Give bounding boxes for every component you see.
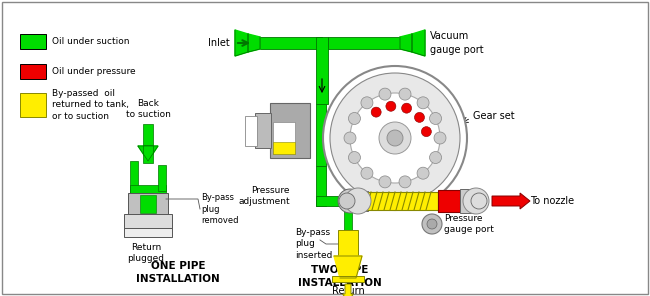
Text: ONE PIPE
INSTALLATION: ONE PIPE INSTALLATION — [136, 261, 220, 284]
Circle shape — [471, 193, 487, 209]
Circle shape — [427, 219, 437, 229]
Bar — [355, 196, 465, 206]
Circle shape — [348, 112, 361, 125]
FancyArrow shape — [343, 284, 354, 296]
Circle shape — [386, 101, 396, 111]
Bar — [355, 124, 365, 166]
Text: Oil under suction: Oil under suction — [52, 36, 129, 46]
Circle shape — [361, 97, 373, 109]
FancyArrow shape — [492, 193, 530, 209]
Bar — [130, 185, 166, 193]
Polygon shape — [412, 30, 425, 56]
Circle shape — [350, 93, 440, 183]
Text: Oil under pressure: Oil under pressure — [52, 67, 136, 75]
Bar — [316, 166, 326, 206]
Text: Gear set: Gear set — [473, 111, 515, 121]
Circle shape — [463, 188, 489, 214]
Text: By-pass
plug
removed: By-pass plug removed — [201, 193, 239, 225]
Bar — [124, 214, 172, 229]
Circle shape — [417, 167, 429, 179]
Circle shape — [379, 176, 391, 188]
Bar — [338, 230, 358, 256]
Circle shape — [387, 130, 403, 146]
Bar — [20, 34, 46, 49]
Circle shape — [402, 103, 411, 113]
Bar — [158, 165, 166, 191]
Bar — [143, 145, 153, 163]
Text: TWO PIPE
INSTALLATION: TWO PIPE INSTALLATION — [298, 265, 382, 288]
Polygon shape — [400, 34, 412, 52]
Text: Vacuum
gauge port: Vacuum gauge port — [430, 31, 484, 54]
Circle shape — [361, 167, 373, 179]
Polygon shape — [248, 34, 260, 52]
Circle shape — [430, 152, 441, 163]
Circle shape — [417, 97, 429, 109]
Circle shape — [399, 176, 411, 188]
Bar — [460, 189, 476, 213]
Polygon shape — [138, 146, 158, 161]
Text: By-passed  oil
returned to tank,
or to suction: By-passed oil returned to tank, or to su… — [52, 89, 129, 121]
Bar — [328, 37, 400, 49]
Circle shape — [323, 66, 467, 210]
Bar — [140, 195, 156, 213]
Bar — [358, 192, 438, 210]
Bar — [350, 191, 368, 211]
Polygon shape — [235, 30, 248, 56]
Circle shape — [339, 193, 355, 209]
Text: Return: Return — [332, 286, 365, 296]
Circle shape — [422, 214, 442, 234]
Bar — [128, 193, 168, 215]
Bar — [270, 103, 310, 158]
Circle shape — [434, 132, 446, 144]
Circle shape — [379, 122, 411, 154]
Circle shape — [399, 88, 411, 100]
Circle shape — [330, 73, 460, 203]
Circle shape — [371, 107, 381, 117]
Circle shape — [415, 112, 424, 122]
Bar — [130, 161, 138, 193]
Circle shape — [345, 188, 371, 214]
Bar — [260, 37, 322, 49]
Circle shape — [430, 112, 441, 125]
Bar — [273, 142, 295, 154]
Circle shape — [348, 152, 361, 163]
Bar — [438, 190, 460, 212]
Text: Return
plugged: Return plugged — [127, 243, 164, 263]
Circle shape — [338, 189, 362, 213]
Bar — [20, 93, 46, 117]
Text: Pressure
adjustment: Pressure adjustment — [239, 186, 290, 206]
Text: Pressure
gauge port: Pressure gauge port — [444, 214, 494, 234]
Bar — [20, 64, 46, 79]
Bar — [255, 113, 271, 148]
Circle shape — [379, 88, 391, 100]
Text: Inlet: Inlet — [208, 38, 230, 48]
Bar — [344, 201, 352, 236]
Bar — [273, 122, 295, 154]
Bar — [316, 196, 346, 206]
Bar — [332, 276, 364, 282]
Bar — [143, 124, 153, 146]
Text: By-pass
plug
inserted: By-pass plug inserted — [295, 229, 332, 260]
Bar — [124, 228, 172, 237]
Text: To nozzle: To nozzle — [530, 196, 574, 206]
Text: Back
to suction: Back to suction — [125, 99, 170, 119]
Circle shape — [344, 132, 356, 144]
Circle shape — [421, 127, 432, 137]
Bar — [245, 116, 257, 146]
Polygon shape — [334, 256, 362, 278]
Bar — [316, 37, 328, 104]
Bar — [316, 104, 326, 166]
